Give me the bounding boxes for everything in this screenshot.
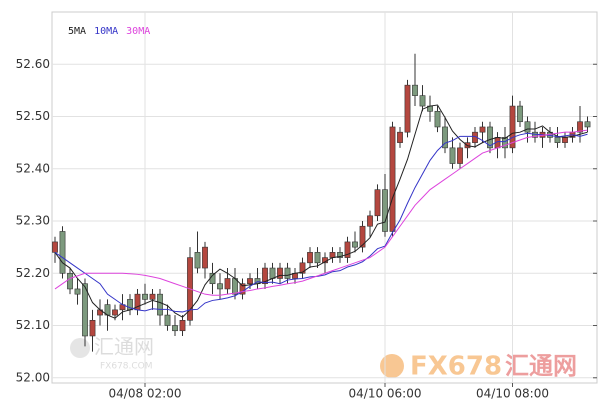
candle-body [262, 267, 268, 285]
candle-body [329, 252, 336, 258]
candle-body [307, 252, 313, 264]
ma-line [54, 129, 588, 296]
watermark-text: FX678 [410, 352, 502, 382]
candle-body [442, 126, 448, 149]
candle-body [487, 126, 493, 149]
candle-body [434, 110, 441, 128]
candle-body [277, 267, 283, 279]
legend-entry: 30MA [126, 26, 150, 37]
candle-body [502, 137, 508, 149]
candle-body [157, 293, 163, 316]
plot-area [51, 11, 598, 384]
candle-body [359, 225, 366, 248]
y-tick-label: 52.60 [16, 57, 50, 71]
watermark: FX678 汇通网 [380, 352, 577, 382]
candle-body [344, 241, 351, 258]
candle-body [382, 189, 388, 232]
candle-body [224, 278, 231, 290]
candles [52, 53, 591, 352]
candle-body [389, 126, 396, 232]
candle-body [299, 262, 306, 274]
x-tick-label: 04/10 06:00 [349, 387, 422, 401]
x-tick-label: 04/08 02:00 [109, 387, 182, 401]
y-tick-label: 52.10 [16, 318, 50, 332]
candle-body [479, 126, 486, 133]
candle-body [517, 105, 523, 123]
candle-body [202, 246, 208, 269]
watermark-logo [380, 354, 404, 378]
candle-body [269, 267, 276, 279]
y-tick-label: 52.40 [16, 161, 50, 175]
candle-body [562, 137, 568, 143]
watermark: 汇通网 FX678.COM [70, 335, 154, 372]
candle-body [367, 215, 373, 227]
candle-body [194, 252, 201, 269]
candle-body [449, 147, 456, 164]
watermark-text: FX678.COM [100, 362, 153, 372]
candle-body [554, 137, 561, 143]
y-tick-label: 52.50 [16, 109, 50, 123]
candle-body [374, 189, 381, 217]
ma-line [54, 104, 588, 319]
x-tick-label: 04/10 08:00 [476, 387, 549, 401]
candle-body [352, 241, 358, 248]
candle-body [412, 84, 418, 96]
candle-body [74, 288, 81, 295]
watermark-text: 汇通网 [505, 352, 577, 380]
candle-body [149, 293, 156, 300]
candle-body [577, 121, 583, 133]
candle-body [457, 147, 463, 164]
candle-body [142, 293, 148, 300]
watermark-logo [70, 338, 90, 358]
candle-body [584, 121, 591, 128]
candle-body [247, 278, 253, 285]
candle-body [112, 309, 118, 316]
candle-body [89, 319, 96, 337]
legend-entry: 10MA [94, 26, 118, 37]
candle-body [397, 131, 403, 143]
legend-entry: 5MA [68, 26, 86, 37]
watermark-text: 汇通网 [94, 335, 154, 359]
candle-body [314, 252, 321, 264]
candle-body [524, 121, 531, 133]
candle-body [59, 231, 66, 274]
candle-body [284, 267, 291, 279]
candle-body [509, 105, 516, 149]
candle-body [239, 283, 246, 295]
candle-body [172, 325, 178, 332]
y-tick-label: 52.00 [16, 370, 50, 384]
candle-body [82, 283, 88, 337]
y-tick-label: 52.30 [16, 214, 50, 228]
candle-body [179, 319, 186, 332]
candle-body [419, 95, 426, 107]
candle-body [217, 283, 223, 290]
candle-body [52, 241, 58, 253]
y-tick-label: 52.20 [16, 266, 50, 280]
candle-body [337, 252, 343, 258]
candle-body [164, 314, 171, 326]
ma-line [54, 132, 588, 313]
candle-body [404, 84, 411, 133]
candle-body [67, 272, 73, 290]
